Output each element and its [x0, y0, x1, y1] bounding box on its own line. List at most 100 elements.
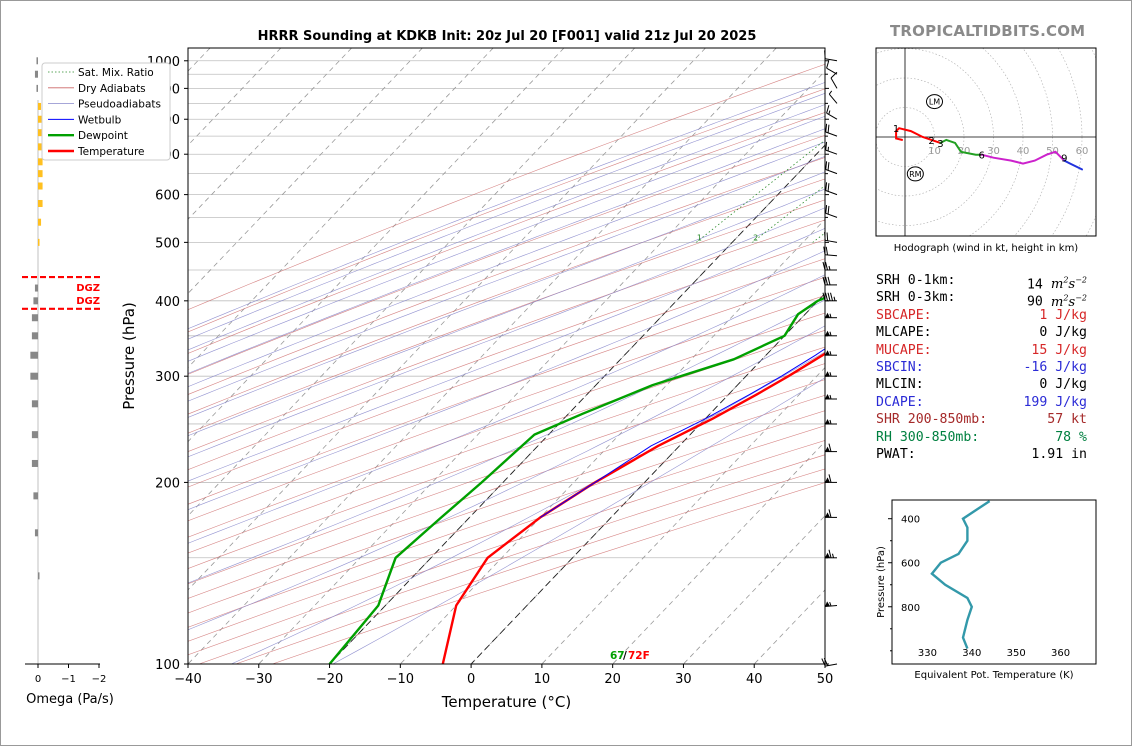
- dgz-label: DGZ: [76, 296, 100, 307]
- barb-half: [833, 296, 836, 301]
- wind-barb: [825, 371, 837, 377]
- barb-full: [825, 182, 828, 191]
- isotherm-line: [188, 48, 494, 369]
- stat-row: SBCAPE: 1 J/kg: [876, 307, 1096, 324]
- dry-adiabat: [188, 239, 825, 470]
- legend-label-temperature: Temperature: [77, 146, 145, 158]
- dry-adiabat: [188, 178, 825, 415]
- isotherm-line: [258, 70, 825, 664]
- stat-unit: m2s−2: [1050, 276, 1087, 293]
- x-tick-label: −30: [245, 672, 272, 687]
- wind-barb: [825, 394, 837, 400]
- stat-value: 1.91 in: [1031, 446, 1087, 462]
- dry-adiabat: [188, 312, 825, 538]
- moist-adiabat: [188, 92, 825, 340]
- stat-row: DCAPE: 199 J/kg: [876, 394, 1096, 411]
- barb-full: [827, 162, 830, 171]
- stat-row: SHR 200-850mb: 57 kt: [876, 411, 1096, 428]
- mixing-ratio-label: 36: [1032, 233, 1042, 242]
- barb-staff: [826, 112, 838, 120]
- barb-half: [828, 90, 833, 95]
- theta-e-ytick-label: 400: [901, 515, 920, 526]
- dry-adiabat: [188, 112, 825, 354]
- wind-barb: [825, 161, 838, 175]
- wetbulb-profile: [540, 348, 825, 518]
- theta-e-frame: [891, 499, 1097, 665]
- x-tick-label: −20: [316, 672, 343, 687]
- mixing-ratio-label: 1: [697, 233, 702, 242]
- isotherm-line: [329, 144, 825, 664]
- barb-full: [828, 443, 832, 452]
- wind-barb: [825, 474, 837, 483]
- legend-label-dewpoint: Dewpoint: [78, 130, 128, 142]
- mixing-ratio-label: 2: [753, 233, 758, 242]
- barb-half: [829, 394, 832, 400]
- omega-bar: [33, 492, 38, 500]
- barb-staff: [825, 58, 838, 62]
- legend-label-dry: Dry Adiabats: [78, 83, 146, 95]
- dry-adiabat: [188, 329, 825, 554]
- dry-adiabat: [188, 277, 825, 505]
- barb-pennant: [825, 350, 830, 356]
- omega-bar: [38, 143, 45, 151]
- omega-bar: [36, 84, 38, 92]
- stat-unit: m2s−2: [1050, 293, 1087, 310]
- barb-pennant: [825, 312, 830, 318]
- stat-label: MLCAPE:: [876, 325, 932, 341]
- mixing-ratio-label: 16: [945, 233, 955, 242]
- omega-bar: [34, 70, 38, 78]
- barb-pennant: [825, 601, 831, 607]
- theta-e-xtick-label: 340: [962, 648, 981, 659]
- stat-value: 78 %: [1055, 429, 1087, 445]
- dry-adiabat: [188, 63, 825, 311]
- hodo-rm-marker: [906, 166, 924, 182]
- barb-staff: [825, 149, 838, 155]
- omega-bar: [38, 182, 43, 190]
- barb-full: [827, 276, 831, 286]
- isotherm-line: [470, 292, 825, 664]
- hodo-lm-label: LM: [929, 98, 940, 107]
- barb-half: [829, 331, 832, 336]
- barb-half: [829, 372, 832, 377]
- theta-e-ytick-label: 800: [901, 603, 920, 614]
- barb-full: [827, 124, 830, 133]
- hodograph-frame: [875, 47, 1097, 237]
- hodo-segment-3-6km: [939, 138, 983, 156]
- isotherm-highlight: [329, 144, 825, 664]
- mixing-ratio-line: [990, 48, 1134, 242]
- stat-row: MLCIN: 0 J/kg: [876, 376, 1096, 393]
- dry-adiabat: [188, 410, 825, 628]
- barb-staff: [825, 212, 838, 218]
- mixing-ratio-label: 8: [878, 233, 883, 242]
- wind-barb: [825, 509, 837, 518]
- wind-barb: [825, 141, 838, 155]
- y-tick-label: 500: [155, 236, 180, 251]
- moist-adiabat: [188, 228, 825, 482]
- isotherm-line: [188, 48, 636, 517]
- hodo-lm-marker: [926, 94, 943, 110]
- mixing-ratio-label: 24: [988, 233, 998, 242]
- legend-label-mix: Sat. Mix. Ratio: [78, 67, 154, 79]
- stat-row: SRH 0-3km: 90 m2s−2: [876, 289, 1096, 309]
- wind-barb: [825, 330, 837, 337]
- barb-half: [829, 351, 832, 356]
- moist-adiabat: [188, 274, 825, 544]
- stat-label: SHR 200-850mb:: [876, 412, 988, 428]
- chart-title: HRRR Sounding at KDKB Init: 20z Jul 20 […: [258, 29, 757, 44]
- omega-bar: [30, 372, 38, 380]
- surface-temp-label: 72F: [628, 650, 650, 662]
- barb-pennant: [825, 394, 830, 399]
- barb-full: [825, 246, 829, 256]
- theta-e-ylabel: Pressure (hPa): [876, 546, 887, 618]
- barb-full: [830, 292, 833, 301]
- dewpoint-profile: [328, 296, 825, 664]
- stat-value: 1 J/kg: [1039, 307, 1087, 323]
- mixing-ratio-label: 10: [898, 233, 908, 242]
- moist-adiabat: [188, 155, 825, 402]
- barb-half: [827, 146, 829, 152]
- barb-full: [830, 71, 838, 79]
- omega-bar: [30, 351, 38, 359]
- hodo-height-label: 2: [928, 136, 934, 147]
- hodo-segment-6-9km: [980, 150, 1066, 165]
- x-tick-label: 40: [746, 672, 763, 687]
